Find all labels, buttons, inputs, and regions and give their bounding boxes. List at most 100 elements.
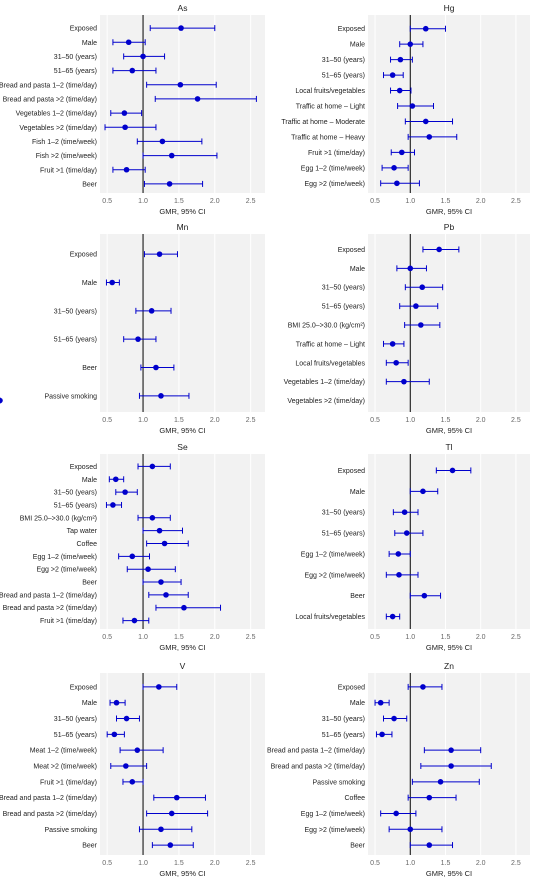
- row-label: 31–50 (years): [322, 285, 365, 292]
- row-label: Exposed: [70, 26, 97, 33]
- row-label: Egg 1–2 (time/week): [301, 165, 365, 172]
- panel-background: [100, 454, 265, 629]
- row-label: 31–50 (years): [322, 510, 365, 517]
- row-label: Egg 1–2 (time/week): [301, 811, 365, 818]
- x-tick-label: 2.5: [246, 634, 256, 641]
- x-tick-label: 2.0: [476, 634, 486, 641]
- x-tick-label: 0.5: [370, 417, 380, 424]
- row-label: Beer: [82, 843, 97, 850]
- gmr-point: [158, 826, 164, 833]
- gmr-point: [148, 308, 155, 314]
- row-label: Exposed: [338, 26, 365, 33]
- row-label: Exposed: [70, 464, 97, 471]
- row-label: Bread and pasta >2 (time/day): [3, 811, 97, 818]
- row-label: 31–50 (years): [54, 308, 97, 315]
- row-label: 51–65 (years): [54, 337, 97, 344]
- gmr-point: [399, 149, 405, 156]
- x-tick-label: 0.5: [102, 634, 112, 641]
- row-label: Coffee: [345, 795, 366, 802]
- row-label: 51–65 (years): [322, 531, 365, 538]
- row-label: Egg >2 (time/week): [305, 827, 366, 834]
- x-tick-label: 1.5: [174, 860, 184, 867]
- row-label: Male: [350, 266, 365, 273]
- x-tick-label: 2.0: [210, 860, 220, 867]
- row-label: Bread and pasta 1–2 (time/day): [0, 82, 97, 89]
- gmr-point: [377, 699, 384, 706]
- panel-title: Zn: [444, 661, 454, 671]
- gmr-point: [396, 572, 402, 578]
- gmr-point: [161, 540, 168, 547]
- x-axis-label: GMR, 95% CI: [426, 643, 472, 652]
- gmr-point: [109, 279, 115, 286]
- row-label: Bread and pasta 1–2 (time/day): [0, 592, 97, 599]
- gmr-point: [391, 165, 397, 171]
- panel-background: [368, 234, 530, 412]
- gmr-point: [389, 72, 396, 78]
- row-label: Vegetables >2 (time/day): [287, 398, 365, 405]
- row-label: 51–65 (years): [54, 68, 97, 75]
- x-tick-label: 1.5: [441, 198, 451, 205]
- row-label: 31–50 (years): [54, 716, 97, 723]
- gmr-point: [123, 763, 129, 769]
- gmr-point: [123, 715, 130, 722]
- row-label: Fruit >1 (time/day): [40, 618, 97, 625]
- x-axis-label: GMR, 95% CI: [426, 207, 472, 216]
- row-label: Exposed: [338, 247, 365, 254]
- gmr-point: [448, 747, 454, 753]
- gmr-point: [125, 39, 132, 46]
- gmr-point: [397, 56, 404, 63]
- gmr-point: [393, 810, 399, 817]
- x-tick-label: 1.5: [441, 860, 451, 867]
- gmr-point: [403, 530, 410, 536]
- gmr-point: [113, 699, 120, 706]
- row-label: Male: [350, 700, 365, 707]
- x-tick-label: 2.0: [476, 860, 486, 867]
- gmr-point: [122, 489, 128, 495]
- row-label: Egg >2 (time/week): [37, 567, 98, 574]
- x-tick-label: 2.5: [511, 860, 521, 867]
- row-label: Male: [82, 40, 97, 47]
- row-label: Bread and pasta >2 (time/day): [3, 605, 97, 612]
- gmr-point: [418, 322, 424, 328]
- gmr-point: [129, 779, 136, 785]
- x-tick-label: 0.5: [370, 860, 380, 867]
- gmr-point: [163, 592, 169, 598]
- gmr-point: [407, 265, 414, 272]
- x-tick-label: 2.5: [246, 417, 256, 424]
- gmr-point: [156, 527, 163, 534]
- row-label: Local fruits/vegetables: [295, 614, 365, 621]
- gmr-point: [156, 251, 163, 257]
- gmr-point: [135, 336, 141, 342]
- gmr-point: [422, 25, 429, 32]
- row-label: Traffic at home – Moderate: [281, 119, 365, 126]
- x-tick-label: 2.0: [476, 417, 486, 424]
- x-axis-label: GMR, 95% CI: [159, 207, 205, 216]
- row-label: Fruit >1 (time/day): [40, 779, 97, 786]
- gmr-point: [168, 152, 175, 159]
- gmr-point: [420, 488, 426, 495]
- row-label: Passive smoking: [44, 827, 97, 834]
- row-label: Male: [350, 489, 365, 496]
- x-tick-label: 1.0: [405, 634, 415, 641]
- row-label: Bread and pasta >2 (time/day): [3, 96, 97, 103]
- gmr-point: [194, 96, 201, 102]
- gmr-point: [379, 731, 385, 738]
- panel-title: V: [180, 661, 186, 671]
- row-label: Passive smoking: [312, 779, 365, 786]
- row-label: Tap water: [67, 528, 98, 535]
- row-label: 31–50 (years): [54, 54, 97, 61]
- gmr-point: [401, 509, 408, 515]
- row-label: Local fruits/vegetables: [295, 88, 365, 95]
- x-tick-label: 0.5: [370, 198, 380, 205]
- row-label: Fruit >1 (time/day): [308, 150, 365, 157]
- panel-title: Tl: [445, 442, 452, 452]
- gmr-point: [166, 181, 173, 187]
- gmr-point: [168, 810, 175, 817]
- gmr-point: [149, 515, 156, 521]
- x-tick-label: 1.0: [138, 860, 148, 867]
- row-label: Fruit >1 (time/day): [40, 167, 97, 174]
- x-tick-label: 0.5: [102, 417, 112, 424]
- gmr-point: [426, 842, 433, 848]
- gmr-point: [426, 134, 433, 140]
